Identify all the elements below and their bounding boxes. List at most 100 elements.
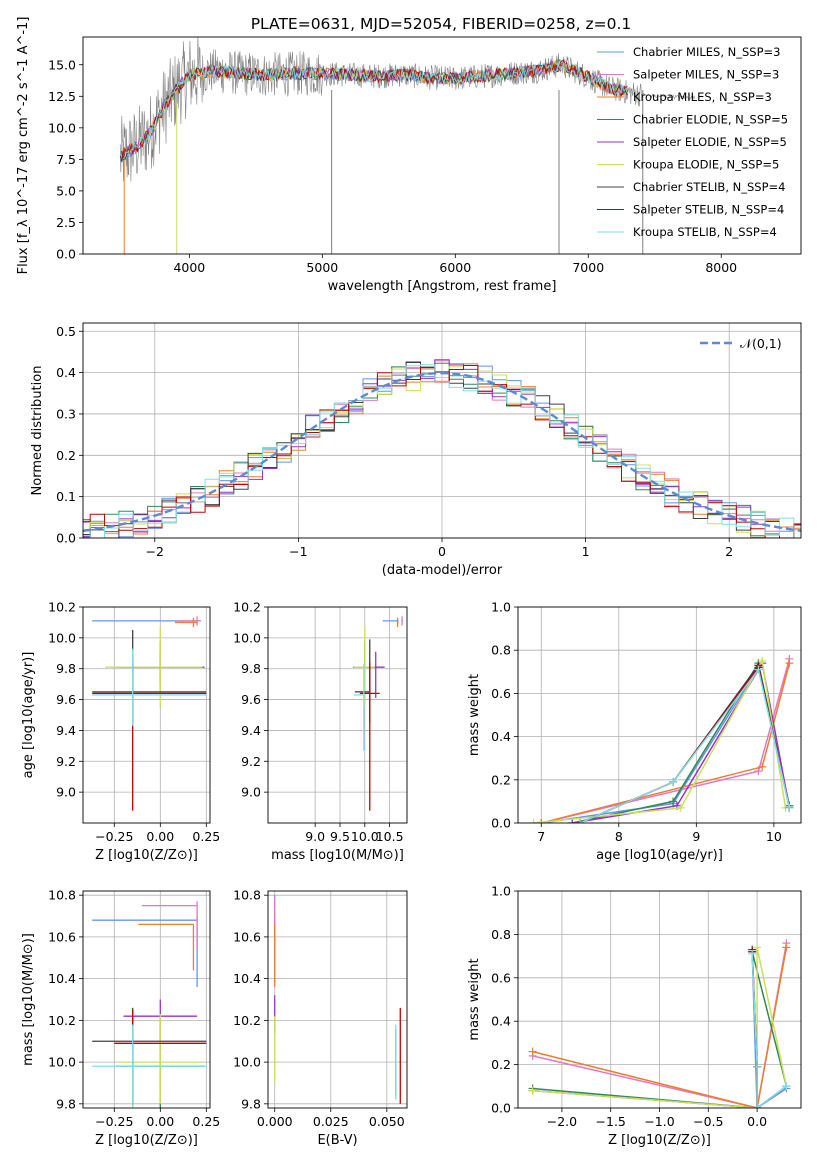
observed-spectrum [119, 37, 695, 182]
y-tick-label: 9.0 [241, 785, 261, 800]
x-tick-label: −2.0 [547, 1114, 577, 1129]
axes-frame [267, 890, 408, 1109]
data-point [138, 923, 195, 971]
data-point [141, 901, 198, 948]
mass-weight-marker [785, 803, 794, 812]
y-tick-label: 10.8 [48, 888, 76, 903]
y-tick-label: 9.8 [241, 661, 261, 676]
x-axis-label: (data-model)/error [382, 563, 503, 578]
data-point [396, 617, 399, 628]
panel-mass-vs-EBV: 0.000 0.025 0.050 9.8 10.0 10.2 10.4 10.6 10.8 E(… [233, 888, 408, 1148]
y-tick-label: 10.0 [48, 1055, 76, 1070]
normal-reference-curve [83, 371, 801, 532]
x-tick-label: 0.025 [313, 1114, 349, 1129]
data-point [401, 616, 404, 626]
legend-entry: Kroupa STELIB, N_SSP=4 [633, 225, 777, 239]
y-tick-label: 10.2 [48, 1013, 76, 1028]
x-tick-label: 8 [615, 829, 623, 844]
plot-area-residuals [83, 323, 801, 538]
y-tick-label: 0.4 [491, 1014, 511, 1029]
y-tick-label: 0.0 [491, 1101, 511, 1116]
y-axis-label: mass weight [467, 674, 482, 756]
mass-weight-marker [782, 943, 791, 952]
axes-frame [82, 36, 802, 255]
y-tick-label: 10.4 [48, 971, 76, 986]
y-tick-label: 0.4 [56, 365, 76, 380]
plot-area-spectrum [119, 37, 695, 254]
y-tick-label: 0.6 [491, 970, 511, 985]
mass-weight-marker [753, 1062, 762, 1071]
x-tick-label: 8000 [705, 260, 737, 275]
mass-weight-marker [568, 819, 577, 823]
x-tick-label: 7 [537, 829, 545, 844]
x-tick-label: 5000 [306, 260, 338, 275]
y-tick-label: 9.4 [241, 723, 261, 738]
x-axis-label: age [log10(age/yr)] [596, 848, 723, 863]
data-point [354, 639, 371, 723]
panel-spectrum: 4000 5000 6000 7000 8000 0.0 2.5 5.0 7.5 10.0 12.5… [16, 17, 802, 294]
model-spectrum [122, 61, 628, 160]
legend-entry: Chabrier MILES, N_SSP=3 [633, 45, 780, 59]
model-spectrum [119, 59, 628, 163]
y-tick-label: 1.0 [491, 884, 511, 899]
legend-entry: Salpeter MILES, N_SSP=3 [633, 68, 779, 82]
mass-weight-line [541, 658, 791, 823]
plot-area-age-vs-mass [268, 607, 407, 823]
legend-entry: Chabrier ELODIE, N_SSP=5 [633, 113, 788, 127]
y-tick-label: 10.8 [233, 888, 261, 903]
y-tick-label: 10.0 [48, 630, 76, 645]
y-tick-label: 10.0 [233, 1055, 261, 1070]
legend-entry: Kroupa ELODIE, N_SSP=5 [633, 158, 779, 172]
x-tick-label: 2 [725, 544, 733, 559]
x-tick-label: −0.25 [95, 829, 133, 844]
data-point [117, 1014, 203, 1104]
x-axis-label: wavelength [Angstrom, rest frame] [328, 279, 557, 294]
x-tick-label: 9 [692, 829, 700, 844]
axes-frame [517, 606, 802, 824]
y-tick-label: 15.0 [48, 57, 76, 72]
x-tick-label: 10 [766, 829, 782, 844]
panel-massweight-vs-Z: −2.0 −1.5 −1.0 −0.5 0.0 0.0 0.2 0.4 0.6 0.8 1.0 Z [… [467, 884, 802, 1148]
mass-weight-marker [753, 1104, 762, 1108]
data-point [359, 662, 380, 811]
mass-weight-line [579, 667, 791, 823]
mass-weight-line [532, 947, 788, 1108]
mass-weight-line [572, 661, 791, 823]
x-axis-label: Z [log10(Z/Z⊙)] [608, 1133, 711, 1148]
data-point [175, 617, 198, 628]
mass-weight-line [751, 953, 787, 1108]
y-tick-label: 0.0 [491, 816, 511, 831]
y-tick-label: 0.0 [56, 531, 76, 546]
panel-mass-vs-Z: −0.25 0.00 0.25 9.8 10.0 10.2 10.4 10.6 10.8 Z [l… [21, 888, 220, 1148]
y-tick-label: 0.8 [491, 927, 511, 942]
y-tick-label: 9.8 [56, 661, 76, 676]
data-point [353, 664, 365, 751]
x-tick-label: 0.000 [257, 1114, 293, 1129]
mass-weight-line [541, 663, 791, 823]
y-tick-label: 9.8 [56, 1096, 76, 1111]
y-tick-label: 10.0 [233, 630, 261, 645]
plot-area-massweight-vs-Z [518, 891, 801, 1108]
mass-weight-marker [669, 777, 678, 786]
y-tick-label: 2.5 [56, 215, 76, 230]
y-tick-label: 10.2 [233, 600, 261, 615]
x-tick-label: 10.0 [351, 829, 379, 844]
y-tick-label: 1.0 [491, 600, 511, 615]
mass-weight-marker [758, 762, 767, 771]
axes-frame [82, 890, 211, 1109]
mass-weight-marker [528, 1086, 537, 1095]
plot-area-massweight-vs-age [518, 607, 801, 823]
mass-weight-marker [748, 949, 757, 958]
x-tick-label: −0.5 [693, 1114, 723, 1129]
plot-area-mass-vs-Z [83, 891, 210, 1108]
axes-frame [82, 606, 211, 824]
mass-weight-marker [529, 819, 538, 823]
y-tick-label: 0.6 [491, 686, 511, 701]
mass-weight-marker [753, 943, 762, 952]
y-axis-label: age [log10(age/yr)] [21, 652, 36, 779]
y-tick-label: 9.4 [56, 723, 76, 738]
mass-weight-line [532, 947, 788, 1108]
mass-weight-marker [669, 797, 678, 806]
y-tick-label: 10.6 [48, 929, 76, 944]
x-tick-label: 4000 [173, 260, 205, 275]
